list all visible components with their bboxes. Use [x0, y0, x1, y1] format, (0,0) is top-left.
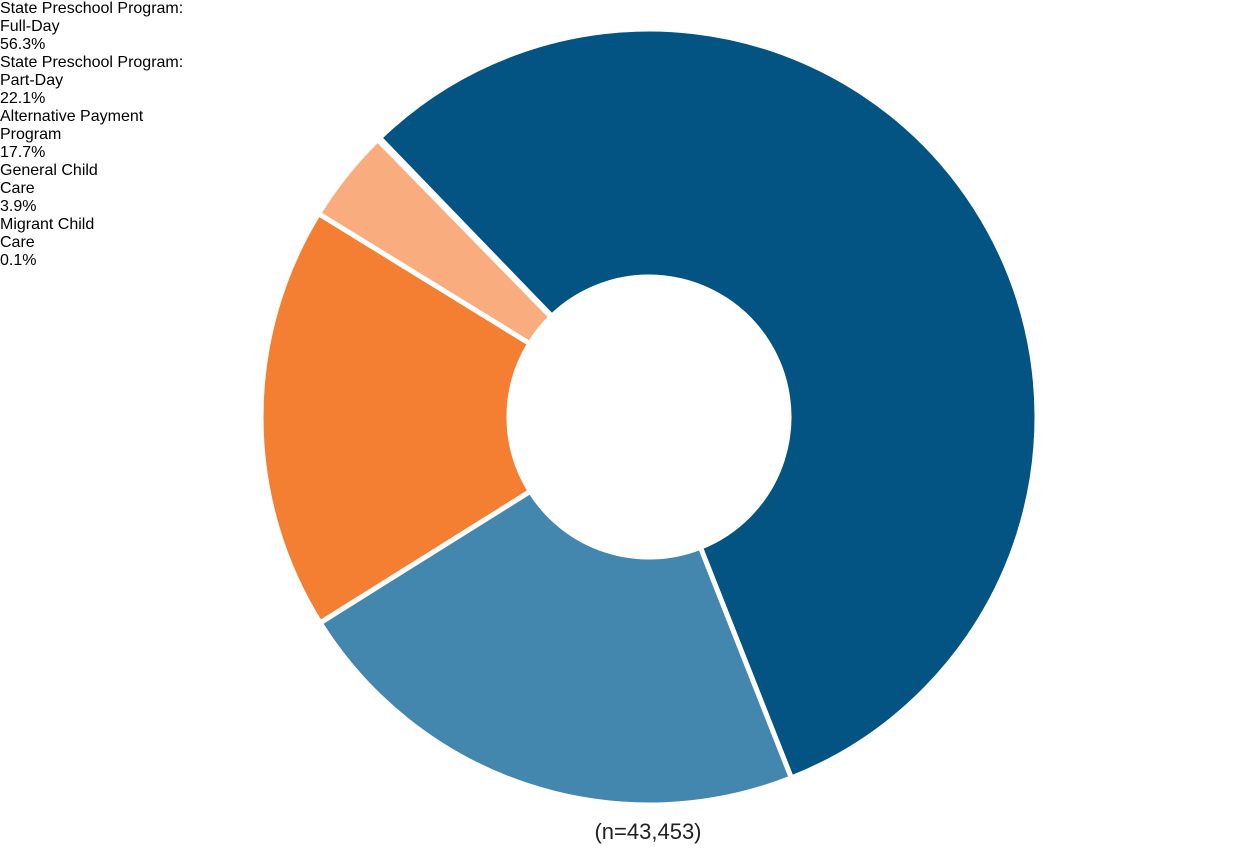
category-label: General Child Care	[0, 162, 98, 197]
slice-label: General Child Care 3.9%	[0, 162, 120, 216]
value-label: 56.3%	[0, 36, 46, 53]
category-label: State Preschool Program: Full-Day	[0, 0, 184, 35]
donut-slice	[376, 26, 1040, 781]
slice-label: State Preschool Program: Part-Day 22.1%	[0, 54, 200, 108]
category-label: State Preschool Program: Part-Day	[0, 54, 184, 89]
category-label: Migrant Child Care	[0, 216, 95, 251]
category-label: Alternative Payment Program	[0, 108, 144, 143]
slice-label: State Preschool Program: Full-Day 56.3%	[0, 0, 205, 54]
donut-slice	[317, 488, 794, 808]
value-label: 3.9%	[0, 198, 37, 215]
donut-slice	[258, 211, 533, 626]
slice-label: Alternative Payment Program 17.7%	[0, 108, 195, 162]
value-label: 0.1%	[0, 252, 37, 269]
value-label: 17.7%	[0, 144, 46, 161]
value-label: 22.1%	[0, 90, 46, 107]
sample-size-note: (n=43,453)	[594, 819, 702, 844]
slice-label: Migrant Child Care 0.1%	[0, 216, 120, 270]
donut-slice	[375, 135, 555, 320]
